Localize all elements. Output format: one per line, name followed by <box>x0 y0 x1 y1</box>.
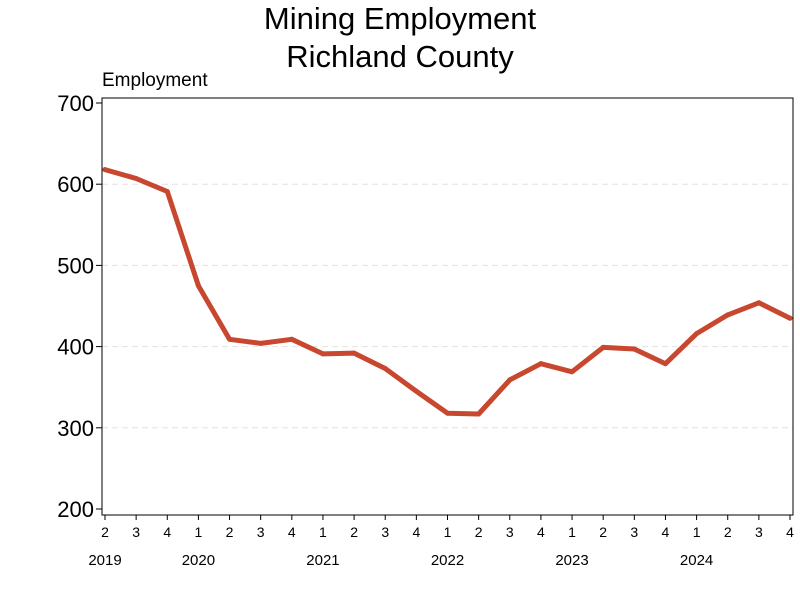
plot-frame <box>101 97 794 516</box>
data-point <box>413 388 419 394</box>
y-axis-label: Employment <box>102 70 208 91</box>
y-tick-label: 400 <box>57 335 94 360</box>
x-tick-label: 2 <box>101 524 109 540</box>
data-point <box>476 411 482 417</box>
x-tick-label: 3 <box>755 524 763 540</box>
series-line <box>102 167 793 417</box>
x-axis: 2 3 4 1 2 3 4 1 2 3 4 1 2 3 4 1 2 3 4 1 2 3 4 2019 2020 2021 2022 2… <box>88 515 794 569</box>
data-point <box>289 336 295 342</box>
x-year-label: 2020 <box>182 552 215 569</box>
x-tick-label: 1 <box>444 524 452 540</box>
data-point <box>320 351 326 357</box>
x-tick-label: 2 <box>724 524 732 540</box>
data-point <box>600 344 606 350</box>
data-point <box>756 300 762 306</box>
data-point <box>164 189 170 195</box>
data-point <box>662 361 668 367</box>
y-tick-label: 700 <box>57 91 94 116</box>
x-tick-label: 1 <box>568 524 576 540</box>
x-tick-label: 4 <box>786 524 794 540</box>
data-point <box>102 167 108 173</box>
x-tick-label: 2 <box>599 524 607 540</box>
data-point <box>351 350 357 356</box>
data-point <box>694 331 700 337</box>
data-point <box>227 336 233 342</box>
y-tick-label: 300 <box>57 416 94 441</box>
data-point <box>787 315 793 321</box>
data-point <box>538 361 544 367</box>
chart-title: Mining Employment <box>263 1 537 36</box>
plot-area <box>102 167 793 417</box>
y-tick-label: 600 <box>57 172 94 197</box>
x-tick-label: 4 <box>288 524 296 540</box>
x-tick-label: 4 <box>537 524 545 540</box>
x-tick-label: 3 <box>257 524 265 540</box>
data-point <box>445 410 450 416</box>
x-year-label: 2023 <box>555 552 588 569</box>
x-tick-label: 2 <box>226 524 234 540</box>
x-tick-label: 4 <box>412 524 420 540</box>
y-tick-label: 500 <box>57 253 94 278</box>
data-point <box>195 283 201 289</box>
x-year-label: 2022 <box>431 552 464 569</box>
x-tick-label: 1 <box>693 524 701 540</box>
y-axis: 200 300 400 500 600 700 <box>57 91 102 522</box>
x-tick-label: 4 <box>163 524 171 540</box>
x-tick-label: 2 <box>475 524 483 540</box>
x-year-label: 2021 <box>306 552 339 569</box>
x-tick-label: 4 <box>662 524 670 540</box>
x-tick-label: 3 <box>630 524 638 540</box>
x-year-label: 2024 <box>680 552 713 569</box>
gridlines <box>102 183 793 429</box>
x-year-label: 2019 <box>88 552 121 569</box>
data-point <box>507 377 513 383</box>
data-point <box>569 369 575 375</box>
data-point <box>382 366 388 372</box>
y-tick-label: 200 <box>57 497 94 522</box>
data-point <box>133 176 139 182</box>
x-tick-label: 1 <box>319 524 327 540</box>
x-tick-label: 3 <box>381 524 389 540</box>
x-tick-label: 1 <box>195 524 203 540</box>
data-point <box>631 346 637 352</box>
data-point <box>725 312 731 318</box>
x-tick-label: 3 <box>132 524 140 540</box>
x-tick-label: 3 <box>506 524 514 540</box>
chart-subtitle: Richland County <box>286 39 514 74</box>
data-point <box>258 340 264 346</box>
x-tick-label: 2 <box>350 524 358 540</box>
